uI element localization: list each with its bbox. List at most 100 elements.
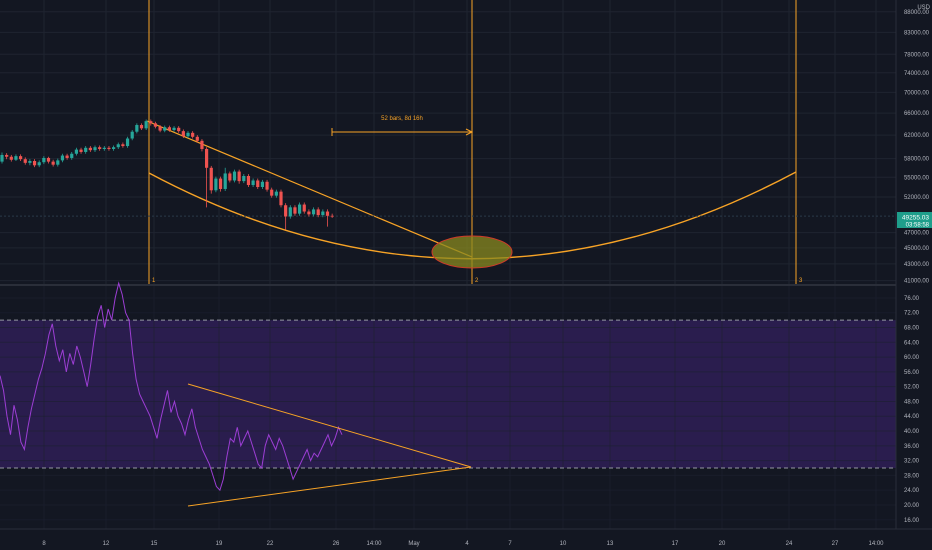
candle-body-31[interactable] xyxy=(144,121,148,129)
candle-body-32[interactable] xyxy=(149,121,153,124)
candle-body-69[interactable] xyxy=(321,211,325,216)
candle-body-16[interactable] xyxy=(74,149,78,154)
candle-body-4[interactable] xyxy=(19,156,23,160)
candle-body-0[interactable] xyxy=(0,154,4,162)
time-tick-label-14: 24 xyxy=(786,541,793,547)
rsi-tick-label-2: 68.00 xyxy=(904,326,920,332)
price-tick-label-1: 83000.00 xyxy=(904,30,930,36)
candle-body-53[interactable] xyxy=(246,175,251,186)
candle-body-12[interactable] xyxy=(56,160,60,165)
candle-body-35[interactable] xyxy=(163,127,167,131)
candle-body-17[interactable] xyxy=(79,149,83,152)
rsi-tick-label-0: 76.00 xyxy=(904,296,920,302)
candle-body-43[interactable] xyxy=(200,140,204,149)
candle-body-8[interactable] xyxy=(37,162,41,166)
candle-body-38[interactable] xyxy=(177,127,181,132)
rsi-tick-label-12: 28.00 xyxy=(904,473,920,479)
candle-body-60[interactable] xyxy=(279,191,283,206)
candle-body-59[interactable] xyxy=(274,191,278,196)
candle-body-39[interactable] xyxy=(181,131,185,137)
rsi-tick-label-10: 36.00 xyxy=(904,444,920,450)
candle-body-47[interactable] xyxy=(218,178,223,189)
candle-body-15[interactable] xyxy=(70,153,74,158)
candle-body-57[interactable] xyxy=(265,181,269,190)
candle-body-11[interactable] xyxy=(51,161,55,165)
candle-body-68[interactable] xyxy=(316,209,320,216)
candle-body-67[interactable] xyxy=(311,209,316,215)
candle-body-22[interactable] xyxy=(102,147,106,149)
rsi-upper-trendline[interactable] xyxy=(187,383,472,468)
candle-body-61[interactable] xyxy=(284,205,288,217)
rsi-pane[interactable] xyxy=(0,281,896,529)
candle-body-56[interactable] xyxy=(260,181,264,187)
price-pane[interactable]: 1 2 3 52 bars, 8d 16h xyxy=(0,0,896,285)
bar-countdown: 03:58:58 xyxy=(906,223,930,229)
candle-body-1[interactable] xyxy=(5,154,9,157)
time-tick-label-6: 14:00 xyxy=(366,541,382,547)
candle-body-71[interactable] xyxy=(330,215,334,217)
time-axis-ticks: 8 12 15 19 22 26 14:00 May 4 7 10 13 17 20 24 27 14:00 xyxy=(42,541,884,547)
candle-body-23[interactable] xyxy=(107,147,111,149)
candle-body-52[interactable] xyxy=(242,175,246,182)
candle-body-37[interactable] xyxy=(172,127,176,131)
price-axis-ticks: 88000.00 83000.00 78000.00 74000.00 70000.00… xyxy=(904,10,930,285)
target-ellipse[interactable] xyxy=(431,235,513,269)
candle-body-20[interactable] xyxy=(93,147,97,151)
candle-body-66[interactable] xyxy=(307,211,311,215)
rsi-lower-trendline[interactable] xyxy=(187,466,472,507)
candle-body-27[interactable] xyxy=(125,138,130,147)
candle-body-50[interactable] xyxy=(232,171,237,181)
time-tick-label-4: 22 xyxy=(267,541,274,547)
candle-body-36[interactable] xyxy=(167,127,171,131)
candle-body-24[interactable] xyxy=(112,147,116,149)
rsi-tick-label-6: 52.00 xyxy=(904,385,920,391)
candle-body-25[interactable] xyxy=(116,144,120,148)
candle-body-41[interactable] xyxy=(191,132,195,137)
cycle-line-label-2: 2 xyxy=(475,278,479,284)
candle-body-5[interactable] xyxy=(23,159,27,163)
price-tick-label-7: 58000.00 xyxy=(904,157,930,163)
candle-body-64[interactable] xyxy=(298,204,302,214)
candle-body-48[interactable] xyxy=(223,173,227,189)
candle-body-7[interactable] xyxy=(32,161,37,166)
candle-body-33[interactable] xyxy=(153,123,158,127)
candle-body-13[interactable] xyxy=(60,155,65,161)
candle-body-6[interactable] xyxy=(28,161,32,163)
candle-body-19[interactable] xyxy=(88,147,92,151)
candle-body-18[interactable] xyxy=(84,147,88,152)
candle-body-29[interactable] xyxy=(135,125,139,132)
candle-body-21[interactable] xyxy=(98,147,102,149)
candle-body-58[interactable] xyxy=(270,189,274,196)
candle-body-2[interactable] xyxy=(9,156,13,160)
candle-body-45[interactable] xyxy=(209,167,213,191)
candle-body-55[interactable] xyxy=(256,180,260,187)
candle-body-62[interactable] xyxy=(288,207,292,217)
rsi-line[interactable] xyxy=(0,281,343,492)
rsi-tick-label-9: 40.00 xyxy=(904,429,920,435)
candle-body-14[interactable] xyxy=(65,155,69,158)
candle-body-40[interactable] xyxy=(186,132,190,137)
candle-body-49[interactable] xyxy=(228,173,232,181)
time-axis-panel[interactable] xyxy=(0,529,932,550)
candle-body-3[interactable] xyxy=(14,156,18,160)
candle-body-42[interactable] xyxy=(195,136,199,141)
candle-body-54[interactable] xyxy=(251,180,255,186)
candlestick-series[interactable] xyxy=(0,119,334,230)
candle-body-46[interactable] xyxy=(214,178,218,191)
candle-body-26[interactable] xyxy=(121,144,125,147)
candle-body-9[interactable] xyxy=(42,157,46,163)
candle-body-65[interactable] xyxy=(302,204,306,212)
time-tick-label-11: 13 xyxy=(607,541,614,547)
candle-body-63[interactable] xyxy=(293,207,297,214)
price-axis-panel[interactable] xyxy=(896,0,932,529)
candle-body-30[interactable] xyxy=(139,125,144,129)
candle-body-28[interactable] xyxy=(130,131,134,139)
candle-body-44[interactable] xyxy=(205,148,209,168)
candle-body-34[interactable] xyxy=(158,126,162,131)
candle-body-10[interactable] xyxy=(46,157,51,162)
candle-body-70[interactable] xyxy=(325,211,330,216)
measure-arrowhead xyxy=(465,128,474,136)
candle-body-51[interactable] xyxy=(237,171,241,182)
rsi-triangle-drawing[interactable] xyxy=(187,383,472,507)
